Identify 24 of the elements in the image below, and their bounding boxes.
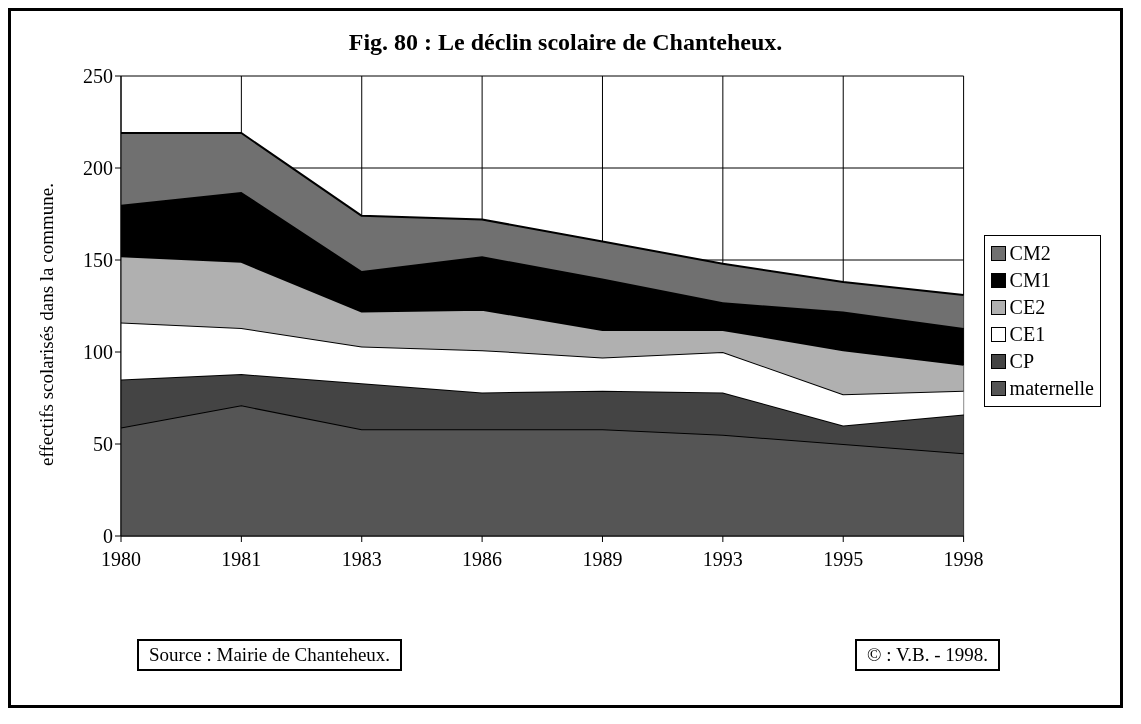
y-tick-label: 250 — [83, 65, 113, 88]
legend-label: CP — [1009, 349, 1035, 374]
y-tick-label: 200 — [83, 157, 113, 180]
legend-label: CE2 — [1009, 295, 1046, 320]
y-tick-label: 150 — [83, 249, 113, 272]
x-tick-label: 1983 — [341, 548, 382, 571]
y-tick-label: 100 — [83, 341, 113, 364]
chart-title: Fig. 80 : Le déclin scolaire de Chanteheux. — [347, 29, 784, 56]
x-tick-label: 1993 — [702, 548, 743, 571]
y-tick-label: 50 — [93, 433, 113, 456]
x-tick-label: 1986 — [462, 548, 503, 571]
text: © : V.B. - 1998. — [855, 639, 1000, 671]
x-tick-label: 1980 — [101, 548, 141, 571]
x-tick-label: 1998 — [943, 548, 984, 571]
x-tick-label: 1981 — [221, 548, 262, 571]
y-tick-label: 0 — [103, 525, 113, 548]
y-axis-title: effectifs scolarisés dans la commune. — [35, 183, 57, 466]
legend-label: CE1 — [1009, 322, 1046, 347]
x-tick-label: 1989 — [582, 548, 623, 571]
x-tick-label: 1995 — [823, 548, 864, 571]
source-note: Source : Mairie de Chanteheux. — [137, 639, 403, 671]
legend-label: maternelle — [1009, 376, 1094, 401]
legend-label: CM2 — [1009, 241, 1051, 266]
legend-label: CM1 — [1009, 268, 1051, 293]
